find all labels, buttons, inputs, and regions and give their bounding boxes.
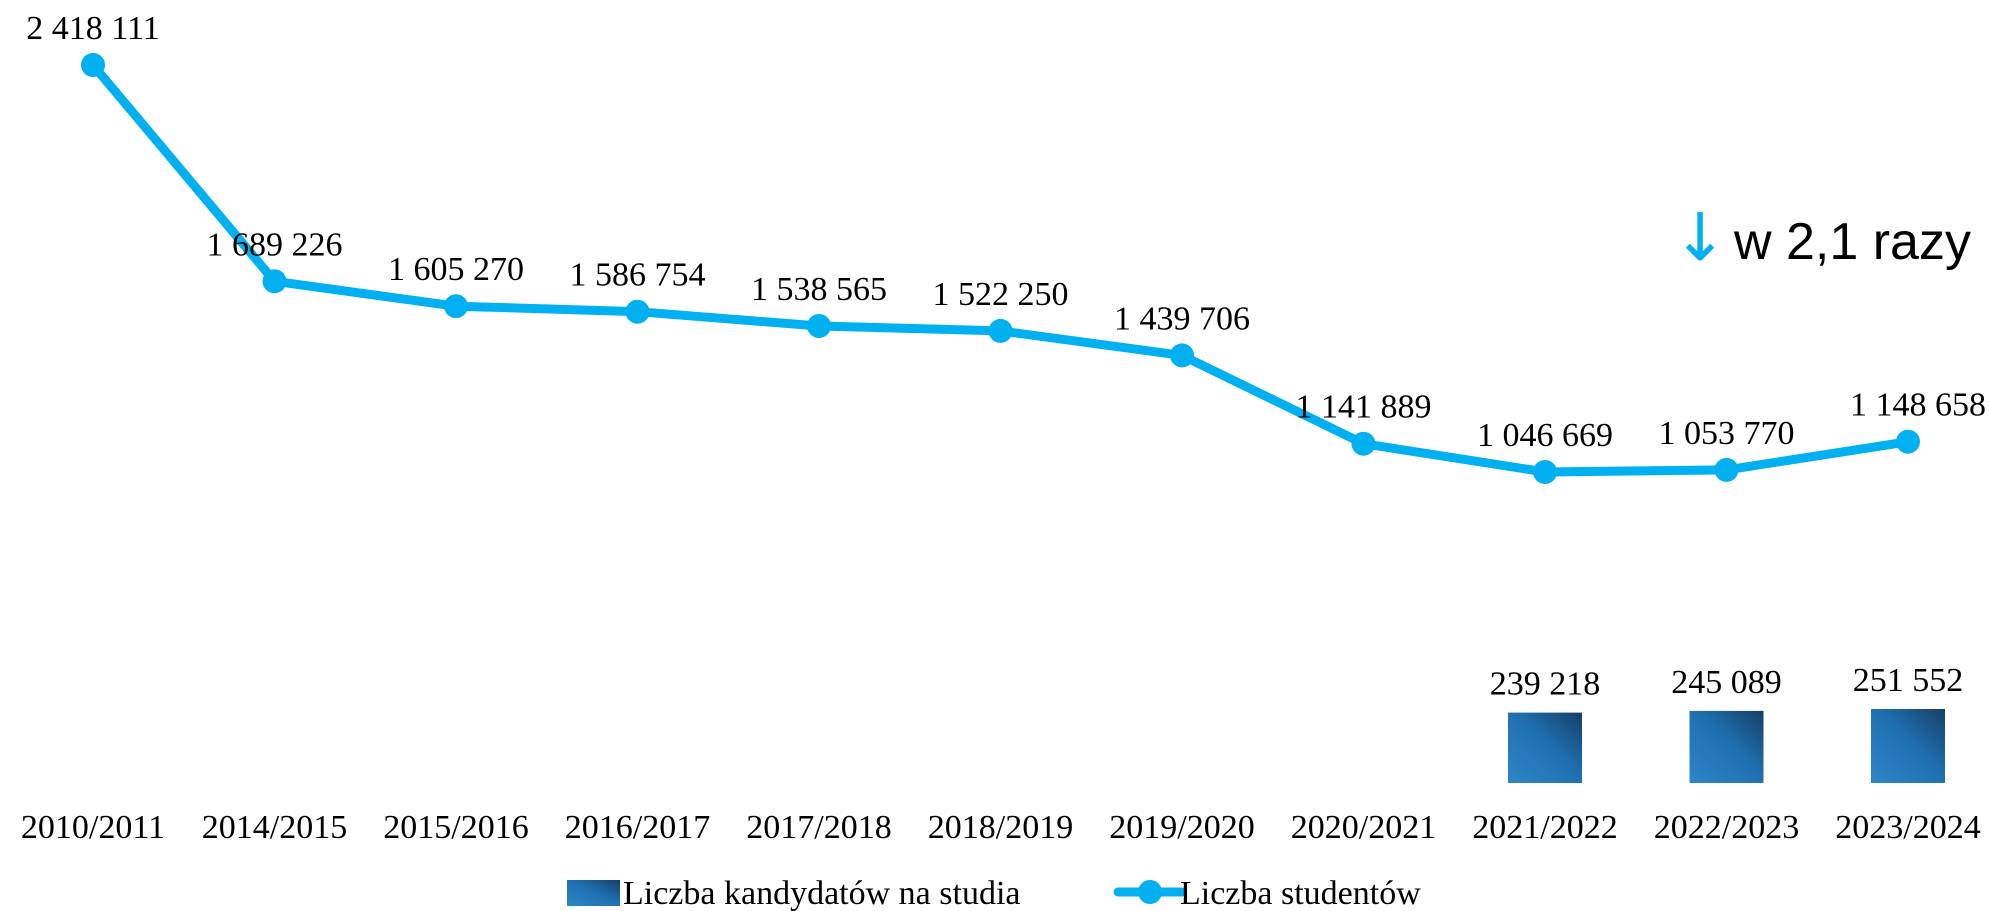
x-tick-label: 2022/2023 [1654, 809, 1799, 846]
legend-item-candidates: Liczba kandydatów na studia [567, 875, 1020, 911]
line-value-label: 1 439 706 [1114, 300, 1250, 337]
bar-value-label: 251 552 [1853, 662, 1964, 699]
line-point-2020-2021 [1351, 431, 1376, 456]
line-point-2016-2017 [625, 299, 650, 324]
bar-value-label: 239 218 [1490, 666, 1601, 703]
line-value-label: 1 522 250 [933, 276, 1069, 313]
bar-2022-2023 [1689, 710, 1764, 783]
bar-value-label: 245 089 [1671, 664, 1782, 701]
x-tick-label: 2020/2021 [1291, 809, 1436, 846]
x-tick-label: 2021/2022 [1472, 809, 1617, 846]
line-point-2022-2023 [1714, 457, 1739, 482]
line-point-2023-2024 [1896, 429, 1920, 454]
line-value-label: 1 605 270 [388, 251, 524, 288]
legend-bar-swatch [567, 880, 620, 906]
x-tick-label: 2016/2017 [565, 809, 710, 846]
line-point-2014-2015 [262, 269, 287, 294]
line-point-2015-2016 [444, 294, 468, 319]
line-value-label: 1 586 754 [570, 257, 706, 294]
line-value-label: 1 141 889 [1296, 389, 1432, 426]
legend-item-students: Liczba studentów [1113, 875, 1421, 911]
legend-label-students: Liczba studentów [1180, 875, 1421, 911]
line-point-2017-2018 [807, 314, 831, 338]
line-point-2019-2020 [1170, 343, 1194, 368]
line-value-label: 1 046 669 [1477, 417, 1613, 454]
line-value-labels: 2 418 111 1 689 226 1 605 270 1 586 754 1 53… [26, 10, 1986, 454]
line-value-label: 1 148 658 [1850, 387, 1986, 424]
line-point-2021-2022 [1533, 460, 1557, 484]
x-tick-label: 2010/2011 [21, 809, 165, 846]
down-arrow-icon: ↓ [1672, 199, 1727, 276]
decline-annotation: ↓ w 2,1 razy [1672, 199, 1971, 276]
line-value-label: 1 689 226 [207, 226, 343, 263]
x-tick-label: 2014/2015 [202, 809, 347, 846]
x-tick-label: 2023/2024 [1835, 809, 1980, 846]
line-point-2018-2019 [988, 318, 1013, 343]
x-tick-label: 2015/2016 [383, 809, 528, 846]
bar-2023-2024 [1871, 709, 1945, 783]
legend-label-candidates: Liczba kandydatów na studia [623, 875, 1020, 911]
bar-2021-2022 [1508, 712, 1582, 783]
decline-factor-label: w 2,1 razy [1733, 213, 1971, 271]
line-value-label: 1 538 565 [751, 271, 887, 308]
line-point-2010-2011 [81, 53, 105, 77]
students-line [88, 60, 1913, 477]
x-axis-tick-labels: 2010/2011 2014/2015 2015/2016 2016/2017 2017… [21, 809, 1981, 846]
line-value-label: 2 418 111 [26, 10, 159, 47]
legend-marker-swatch [1138, 880, 1162, 904]
line-series [81, 53, 1920, 484]
bar-series [1508, 709, 1945, 783]
legend: Liczba kandydatów na studia Liczba stude… [567, 875, 1421, 911]
x-tick-label: 2019/2020 [1109, 809, 1254, 846]
x-tick-label: 2017/2018 [746, 809, 891, 846]
x-tick-label: 2018/2019 [928, 809, 1073, 846]
bar-value-labels: 239 218 245 089 251 552 [1490, 662, 1964, 703]
line-value-label: 1 053 770 [1659, 415, 1795, 452]
